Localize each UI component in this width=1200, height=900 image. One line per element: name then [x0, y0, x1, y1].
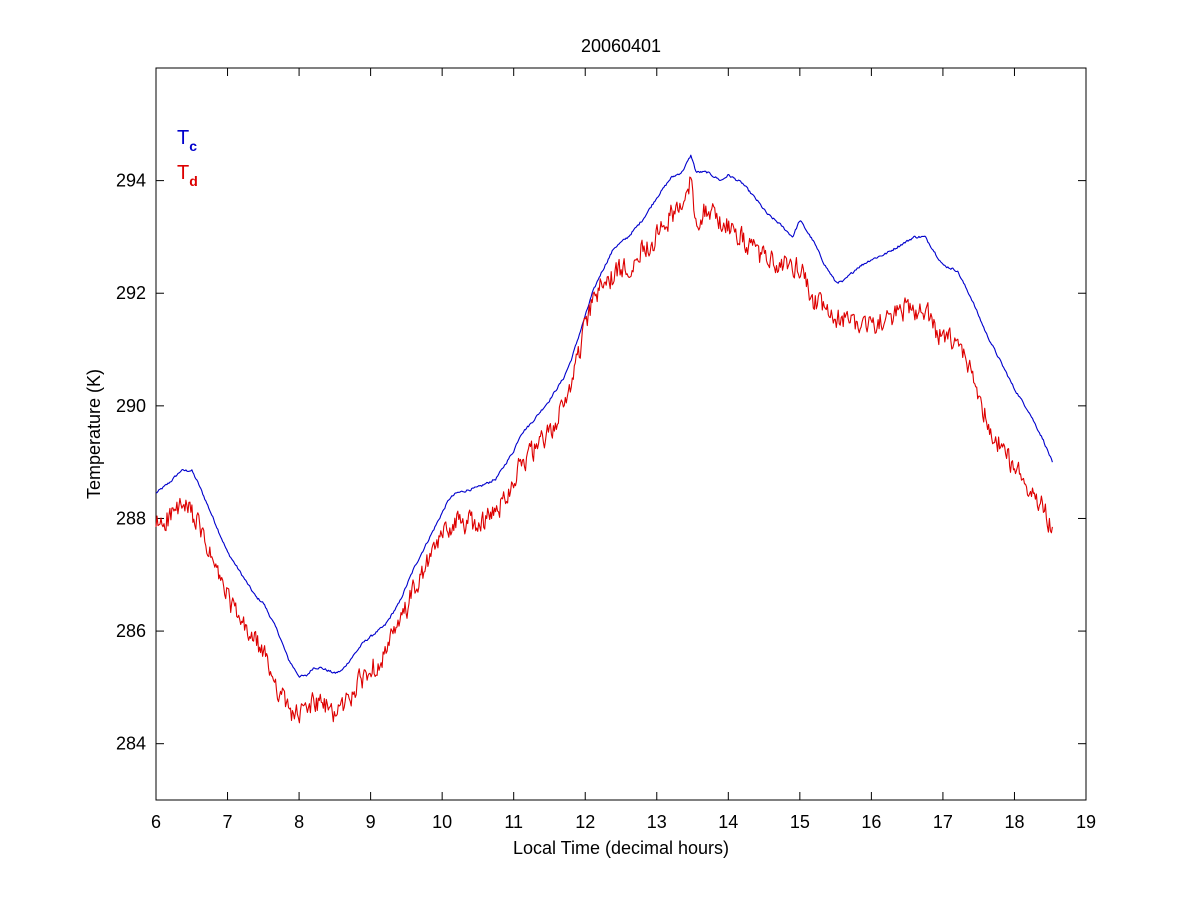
y-tick-label: 288 — [116, 508, 146, 528]
x-tick-label: 17 — [933, 812, 953, 832]
series-line-tc — [155, 154, 1053, 678]
x-tick-label: 9 — [366, 812, 376, 832]
legend-entry-td: Td — [177, 162, 198, 189]
y-tick-label: 290 — [116, 396, 146, 416]
y-tick-label: 292 — [116, 283, 146, 303]
x-tick-label: 14 — [718, 812, 738, 832]
legend-entry-tc-sub: c — [189, 138, 197, 154]
axis-tick-labels: 6 7 8 9 10 11 12 13 14 15 16 17 18 19 284 286 288 290 292 2… — [116, 171, 1096, 832]
x-tick-label: 12 — [575, 812, 595, 832]
legend-entry-tc: Tc — [177, 127, 197, 154]
x-tick-label: 13 — [647, 812, 667, 832]
y-tick-label: 286 — [116, 621, 146, 641]
x-tick-label: 10 — [432, 812, 452, 832]
legend-entry-td-main: T — [177, 162, 189, 184]
x-tick-label: 8 — [294, 812, 304, 832]
legend: Tc Td — [177, 127, 198, 189]
legend-entry-tc-main: T — [177, 127, 189, 149]
x-axis-label: Local Time (decimal hours) — [513, 838, 729, 858]
legend-entry-td-sub: d — [189, 173, 198, 189]
x-tick-label: 19 — [1076, 812, 1096, 832]
series-lines — [155, 154, 1053, 724]
x-tick-label: 11 — [504, 812, 523, 832]
chart-title: 20060401 — [581, 36, 661, 56]
x-tick-label: 15 — [790, 812, 810, 832]
y-tick-label: 284 — [116, 734, 146, 754]
x-tick-label: 7 — [223, 812, 233, 832]
plot-area-frame — [155, 67, 1087, 801]
y-tick-label: 294 — [116, 171, 146, 191]
x-tick-label: 6 — [151, 812, 161, 832]
x-tick-label: 18 — [1004, 812, 1024, 832]
x-tick-label: 16 — [861, 812, 881, 832]
series-line-td — [155, 176, 1053, 724]
axis-ticks — [155, 68, 1087, 800]
y-axis-label: Temperature (K) — [84, 369, 104, 499]
